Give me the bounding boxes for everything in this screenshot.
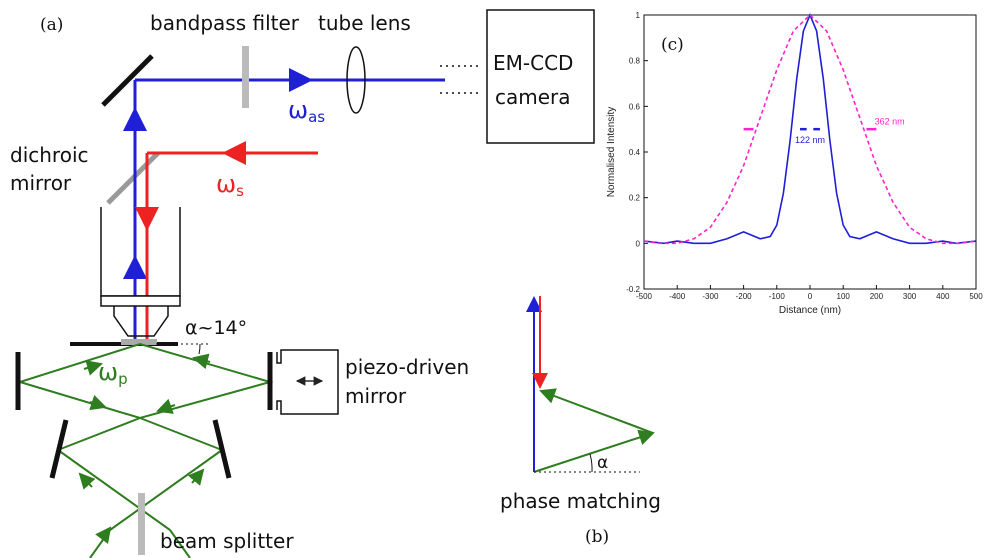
camera-label-line2: camera bbox=[495, 85, 571, 109]
x-tick-label: -300 bbox=[702, 292, 719, 301]
top-mirror bbox=[101, 54, 154, 107]
annotation-label: 362 nm bbox=[875, 117, 905, 127]
camera-label-line1: EM-CCD bbox=[493, 51, 573, 75]
bandpass-filter-label: bandpass filter bbox=[150, 11, 300, 35]
tube-lens-label: tube lens bbox=[318, 11, 411, 35]
y-tick-label: 0 bbox=[636, 239, 641, 248]
omega-as-label: ωas bbox=[288, 96, 325, 126]
piezo-label-line1: piezo-driven bbox=[345, 355, 469, 379]
phase-matching-diagram bbox=[526, 296, 655, 473]
omega-p-label: ωp bbox=[98, 358, 128, 388]
y-axis-label: Normalised Intensity bbox=[606, 107, 617, 198]
alpha-label: α bbox=[597, 453, 608, 473]
piezo-label-line2: mirror bbox=[345, 384, 407, 408]
x-tick-label: 0 bbox=[808, 292, 813, 301]
bandpass-filter bbox=[242, 46, 249, 108]
y-tick-label: -0.2 bbox=[626, 285, 640, 294]
x-tick-label: -200 bbox=[736, 292, 753, 301]
stokes-beam bbox=[135, 141, 318, 340]
series-narrow-profile-line bbox=[643, 12, 977, 245]
x-tick-label: -100 bbox=[769, 292, 786, 301]
lower-left-mirror bbox=[49, 419, 69, 479]
piezo-actuator bbox=[276, 349, 339, 415]
beam-splitter bbox=[138, 493, 145, 555]
y-tick-label: 0.2 bbox=[629, 194, 641, 203]
x-tick-label: 400 bbox=[936, 292, 950, 301]
plot-frame bbox=[643, 14, 977, 290]
x-tick-label: 300 bbox=[903, 292, 917, 301]
x-tick-label: -500 bbox=[636, 292, 653, 301]
dichroic-label-line2: mirror bbox=[10, 171, 72, 195]
panel-c-label: (c) bbox=[661, 35, 684, 55]
x-tick-label: 500 bbox=[969, 292, 983, 301]
y-tick-label: 0.4 bbox=[629, 148, 641, 157]
intensity-plot: -500 -400 -300 -200 -100 0 100 200 300 400 500 -0.2… bbox=[626, 11, 983, 301]
dichroic-label-line1: dichroic bbox=[10, 143, 89, 167]
tube-lens bbox=[346, 46, 366, 114]
panel-b-label: (b) bbox=[585, 527, 609, 547]
x-axis-label: Distance (nm) bbox=[779, 305, 841, 316]
objective-lens bbox=[100, 207, 181, 337]
x-tick-label: -400 bbox=[669, 292, 686, 301]
y-tick-label: 0.8 bbox=[629, 57, 641, 66]
alpha-14-label: α~14° bbox=[185, 317, 247, 339]
y-tick-label: 0.6 bbox=[629, 102, 641, 111]
beam-splitter-label: beam splitter bbox=[160, 529, 294, 553]
panel-a-label: (a) bbox=[40, 15, 63, 35]
angle-arc bbox=[198, 343, 201, 355]
lower-right-mirror bbox=[212, 419, 232, 479]
phase-matching-label: phase matching bbox=[500, 489, 661, 513]
omega-s-label: ωs bbox=[216, 170, 244, 200]
x-tick-label: 100 bbox=[837, 292, 851, 301]
y-tick-label: 1 bbox=[636, 11, 641, 20]
dichroic-mirror bbox=[106, 151, 160, 205]
sample bbox=[121, 339, 157, 345]
x-tick-label: 200 bbox=[870, 292, 884, 301]
annotation-label: 122 nm bbox=[795, 135, 825, 145]
em-ccd-camera bbox=[486, 9, 595, 144]
series-wide-profile-line bbox=[643, 13, 977, 245]
